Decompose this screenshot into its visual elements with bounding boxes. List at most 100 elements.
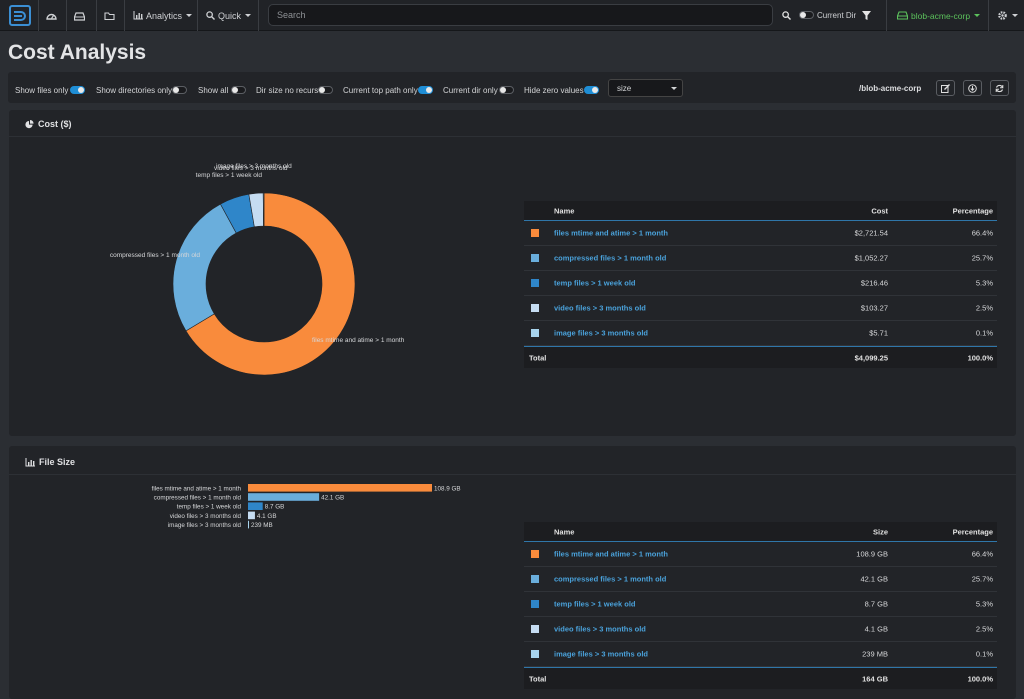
donut-slice-label: files mtime and atime > 1 month bbox=[312, 337, 405, 344]
refresh-button[interactable] bbox=[990, 80, 1009, 96]
row-name-link[interactable]: files mtime and atime > 1 month bbox=[554, 550, 668, 559]
storage-button[interactable] bbox=[74, 0, 85, 31]
dashboard-icon bbox=[46, 11, 57, 21]
row-cost: $216.46 bbox=[861, 279, 888, 288]
dir-size-no-recurs-label: Dir size no recurs bbox=[256, 86, 318, 95]
settings-menu[interactable] bbox=[997, 0, 1018, 31]
chevron-down-icon bbox=[245, 14, 251, 17]
row-name-link[interactable]: compressed files > 1 month old bbox=[554, 575, 666, 584]
download-circle-icon bbox=[968, 84, 977, 93]
show-all-toggle[interactable] bbox=[231, 86, 246, 94]
sort-select[interactable]: size bbox=[608, 79, 683, 97]
row-percentage: 0.1% bbox=[976, 329, 993, 338]
show-files-only-toggle[interactable] bbox=[70, 86, 85, 94]
row-name-link[interactable]: files mtime and atime > 1 month bbox=[554, 229, 668, 238]
bar-category-label: files mtime and atime > 1 month bbox=[152, 485, 242, 492]
search-button[interactable] bbox=[782, 0, 791, 31]
download-button[interactable] bbox=[963, 80, 982, 96]
panel-divider bbox=[9, 474, 1016, 475]
donut-slice[interactable] bbox=[173, 204, 236, 331]
size-table: Name Size Percentage files mtime and ati… bbox=[524, 522, 997, 689]
row-name-link[interactable]: image files > 3 months old bbox=[554, 329, 648, 338]
cost-donut-chart: files mtime and atime > 1 month compresse… bbox=[30, 150, 490, 420]
hdd-icon bbox=[897, 11, 908, 20]
bar-value-label: 8.7 GB bbox=[265, 504, 285, 511]
nav-divider bbox=[66, 0, 67, 31]
hide-zero-values-toggle[interactable] bbox=[584, 86, 599, 94]
show-directories-only-toggle[interactable] bbox=[172, 86, 187, 94]
panel-divider bbox=[9, 136, 1016, 137]
row-percentage: 5.3% bbox=[976, 279, 993, 288]
show-all-label: Show all bbox=[198, 86, 228, 95]
current-dir-label: Current Dir bbox=[817, 0, 856, 31]
account-menu[interactable]: blob-acme-corp bbox=[897, 0, 980, 31]
app-logo[interactable] bbox=[9, 5, 31, 26]
col-percentage[interactable]: Percentage bbox=[953, 206, 993, 215]
color-swatch bbox=[531, 575, 539, 583]
row-percentage: 66.4% bbox=[972, 550, 993, 559]
edit-icon bbox=[941, 84, 950, 93]
col-name[interactable]: Name bbox=[554, 206, 574, 215]
total-percentage: 100.0% bbox=[968, 674, 993, 683]
current-top-path-only-label: Current top path only bbox=[343, 86, 418, 95]
col-percentage[interactable]: Percentage bbox=[953, 527, 993, 536]
bar-category-label: video files > 3 months old bbox=[170, 513, 242, 520]
table-row: image files > 3 months old $5.71 0.1% bbox=[524, 321, 997, 346]
row-name-link[interactable]: video files > 3 months old bbox=[554, 625, 646, 634]
color-swatch bbox=[531, 279, 539, 287]
current-dir-toggle[interactable] bbox=[799, 11, 814, 19]
account-label: blob-acme-corp bbox=[911, 11, 970, 21]
col-cost[interactable]: Cost bbox=[871, 206, 888, 215]
bar[interactable] bbox=[248, 502, 263, 510]
analytics-menu[interactable]: Analytics bbox=[133, 0, 192, 31]
donut-slice[interactable] bbox=[263, 193, 264, 226]
row-size: 4.1 GB bbox=[865, 625, 888, 634]
row-size: 8.7 GB bbox=[865, 600, 888, 609]
sort-select-value: size bbox=[617, 84, 631, 93]
bar-category-label: temp files > 1 week old bbox=[177, 504, 242, 511]
refresh-icon bbox=[995, 84, 1004, 93]
filter-button[interactable] bbox=[862, 0, 871, 31]
row-name-link[interactable]: temp files > 1 week old bbox=[554, 600, 636, 609]
row-cost: $2,721.54 bbox=[855, 229, 888, 238]
analytics-label: Analytics bbox=[146, 11, 182, 21]
bar-value-label: 108.9 GB bbox=[434, 485, 461, 492]
logo-icon bbox=[13, 10, 27, 22]
dashboard-button[interactable] bbox=[46, 0, 57, 31]
top-navbar: Analytics Quick Current Dir blob-acme-co… bbox=[0, 0, 1024, 31]
bar[interactable] bbox=[248, 484, 432, 492]
row-percentage: 2.5% bbox=[976, 304, 993, 313]
bar[interactable] bbox=[248, 521, 249, 529]
col-name[interactable]: Name bbox=[554, 527, 574, 536]
search-input[interactable] bbox=[268, 4, 773, 26]
folder-button[interactable] bbox=[104, 0, 115, 31]
current-dir-only-toggle[interactable] bbox=[499, 86, 514, 94]
row-name-link[interactable]: image files > 3 months old bbox=[554, 650, 648, 659]
row-percentage: 0.1% bbox=[976, 650, 993, 659]
cost-panel-title: Cost ($) bbox=[38, 119, 72, 129]
table-header: Name Cost Percentage bbox=[524, 201, 997, 221]
table-row: files mtime and atime > 1 month $2,721.54… bbox=[524, 221, 997, 246]
bar-value-label: 239 MB bbox=[251, 522, 273, 529]
nav-divider bbox=[124, 0, 125, 31]
row-name-link[interactable]: compressed files > 1 month old bbox=[554, 254, 666, 263]
bar[interactable] bbox=[248, 512, 255, 520]
row-percentage: 2.5% bbox=[976, 625, 993, 634]
table-total-row: Total 164 GB 100.0% bbox=[524, 667, 997, 689]
file-size-panel-title: File Size bbox=[39, 457, 75, 467]
row-size: 42.1 GB bbox=[860, 575, 888, 584]
color-swatch bbox=[531, 304, 539, 312]
bar-value-label: 42.1 GB bbox=[321, 495, 344, 502]
quick-menu[interactable]: Quick bbox=[206, 0, 251, 31]
row-percentage: 25.7% bbox=[972, 575, 993, 584]
row-name-link[interactable]: temp files > 1 week old bbox=[554, 279, 636, 288]
dir-size-no-recurs-toggle[interactable] bbox=[318, 86, 333, 94]
row-name-link[interactable]: video files > 3 months old bbox=[554, 304, 646, 313]
col-size[interactable]: Size bbox=[873, 527, 888, 536]
edit-button[interactable] bbox=[936, 80, 955, 96]
table-row: image files > 3 months old 239 MB 0.1% bbox=[524, 642, 997, 667]
total-size: 164 GB bbox=[862, 674, 888, 683]
bar-value-label: 4.1 GB bbox=[257, 513, 277, 520]
current-top-path-only-toggle[interactable] bbox=[418, 86, 433, 94]
bar[interactable] bbox=[248, 493, 319, 501]
